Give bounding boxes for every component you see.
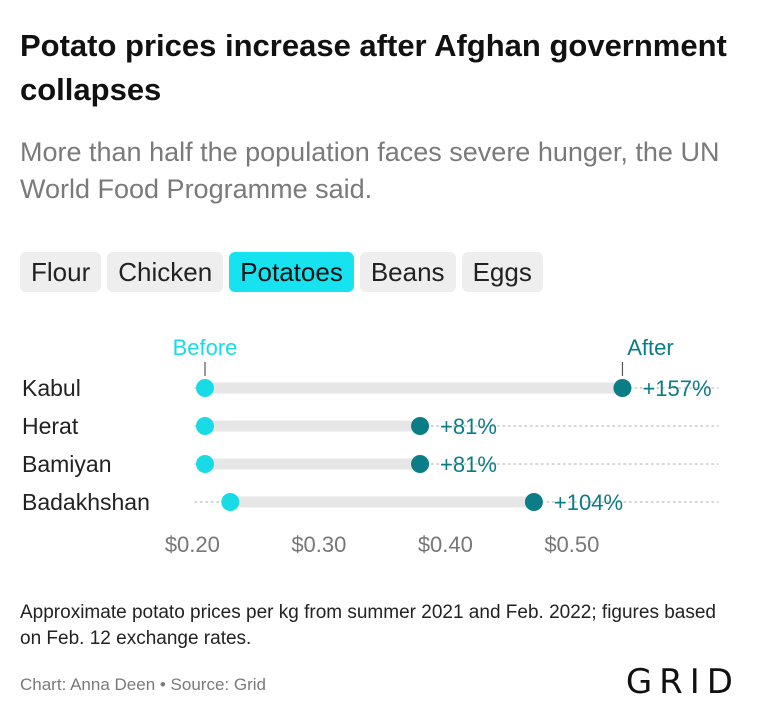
tab-beans[interactable]: Beans [359, 252, 456, 292]
x-tick-label: $0.30 [291, 532, 346, 557]
before-point [221, 493, 240, 511]
x-tick-label: $0.40 [418, 532, 473, 557]
after-point [411, 455, 430, 473]
row-label: Bamiyan [22, 451, 111, 477]
after-point [411, 417, 430, 435]
dumbbell-chart: Kabul +157% Herat +81% Bamiyan +81% Badakhshan… [22, 335, 719, 557]
change-label: +104% [554, 490, 623, 515]
before-point [196, 379, 214, 397]
category-tabs: Flour Chicken Potatoes Beans Eggs [20, 252, 543, 292]
row-label: Herat [22, 413, 79, 439]
before-point [196, 417, 214, 435]
grid-logo: GRID [625, 662, 740, 702]
tab-potatoes[interactable]: Potatoes [229, 252, 354, 292]
row-label: Badakhshan [22, 489, 150, 515]
chart-subtitle: More than half the population faces seve… [20, 137, 720, 204]
change-label: +81% [440, 414, 497, 439]
legend-before: Before [173, 335, 238, 360]
after-point [613, 379, 632, 397]
change-label: +157% [642, 376, 711, 401]
tab-chicken[interactable]: Chicken [107, 252, 224, 292]
legend-after: After [627, 335, 673, 360]
after-point [524, 493, 543, 511]
change-label: +81% [440, 452, 497, 477]
tab-flour[interactable]: Flour [20, 252, 102, 292]
chart-title: Potato prices increase after Afghan gove… [20, 28, 727, 107]
row-label: Kabul [22, 375, 81, 401]
x-tick-label: $0.20 [165, 532, 220, 557]
credit-line: Chart: Anna Deen • Source: Grid [20, 675, 266, 694]
tab-eggs[interactable]: Eggs [461, 252, 543, 292]
footnote: Approximate potato prices per kg from su… [20, 602, 716, 649]
x-tick-label: $0.50 [544, 532, 599, 557]
before-point [196, 455, 214, 473]
